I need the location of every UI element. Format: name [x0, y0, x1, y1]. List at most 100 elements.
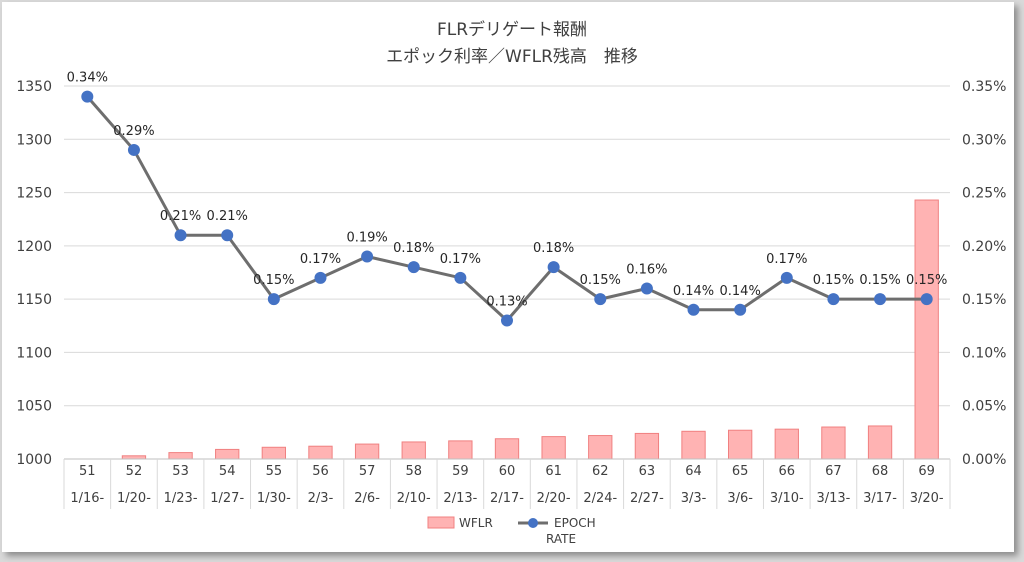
date-label: 1/27-: [210, 491, 244, 506]
category-label: 58: [405, 464, 422, 479]
wflr-bar: [168, 452, 193, 460]
date-label: 2/27-: [630, 491, 664, 506]
epoch-rate-point: [361, 250, 374, 263]
right-axis-tick-label: 0.35%: [962, 79, 1006, 95]
wflr-bar: [308, 445, 333, 460]
chart-title-line-1: FLRデリゲート報酬: [437, 19, 587, 40]
epoch-rate-data-label: 0.16%: [626, 262, 667, 277]
category-label: 56: [312, 464, 329, 479]
chart-svg: FLRデリゲート報酬 エポック利率／WFLR残高 推移 1000 1050 1100…: [16, 19, 1006, 546]
right-axis-tick-label: 0.15%: [962, 292, 1006, 308]
date-label: 3/20-: [910, 491, 944, 506]
right-axis-tick-label: 0.00%: [962, 452, 1006, 468]
epoch-rate-data-label: 0.29%: [113, 124, 154, 139]
left-axis-tick-label: 1050: [16, 399, 52, 415]
date-label: 2/13-: [443, 491, 477, 506]
epoch-rate-data-label: 0.34%: [67, 71, 108, 86]
epoch-rate-data-label: 0.14%: [720, 284, 761, 299]
wflr-bar: [448, 440, 473, 460]
epoch-rate-point: [874, 293, 887, 306]
right-axis-tick-label: 0.20%: [962, 239, 1006, 255]
left-axis-tick-label: 1000: [16, 452, 52, 468]
date-label: 3/3-: [681, 491, 707, 506]
left-axis-tick-label: 1350: [16, 79, 52, 95]
left-axis-tick-label: 1100: [16, 345, 52, 361]
category-label: 64: [685, 464, 702, 479]
epoch-rate-point: [734, 303, 747, 316]
epoch-rate-data-label: 0.21%: [160, 209, 201, 224]
wflr-bar: [354, 443, 380, 460]
category-label: 65: [732, 464, 749, 479]
category-label: 57: [359, 464, 376, 479]
wflr-bar: [634, 432, 660, 460]
epoch-rate-data-label: 0.14%: [673, 284, 714, 299]
right-axis-tick-label: 0.25%: [962, 186, 1006, 202]
category-label: 59: [452, 464, 469, 479]
gridlines: [64, 85, 950, 460]
category-label: 67: [825, 464, 842, 479]
wflr-bar: [588, 435, 613, 460]
left-axis-tick-label: 1150: [16, 292, 52, 308]
epoch-rate-data-label: 0.17%: [440, 252, 481, 267]
wflr-bar: [914, 199, 939, 460]
wflr-bar: [401, 441, 426, 460]
left-axis-tick-label: 1200: [16, 239, 52, 255]
category-label: 51: [79, 464, 96, 479]
category-label: 68: [872, 464, 889, 479]
category-label: 55: [266, 464, 283, 479]
wflr-bar: [867, 425, 893, 460]
date-label: 3/10-: [770, 491, 804, 506]
epoch-rate-point: [501, 314, 513, 327]
wflr-bar: [261, 446, 286, 460]
date-label: 2/24-: [583, 491, 617, 506]
date-label: 2/6-: [354, 491, 380, 506]
wflr-bar: [681, 430, 706, 460]
epoch-rate-data-label: 0.19%: [346, 231, 387, 246]
epoch-rate-point: [407, 261, 420, 274]
epoch-rate-point: [594, 293, 607, 306]
epoch-rate-point: [314, 271, 327, 284]
category-label: 54: [219, 464, 236, 479]
category-label: 62: [592, 464, 609, 479]
legend: WFLR EPOCH RATE: [427, 516, 596, 546]
epoch-rate-point: [640, 282, 653, 295]
wflr-bar: [541, 436, 566, 460]
epoch-rate-data-label: 0.18%: [533, 241, 574, 256]
epoch-rate-point: [267, 293, 280, 306]
wflr-bar: [494, 438, 520, 460]
date-label: 3/13-: [816, 491, 850, 506]
date-label: 1/30-: [257, 491, 291, 506]
category-label: 61: [545, 464, 562, 479]
date-label: 2/20-: [537, 491, 571, 506]
epoch-rate-data-label: 0.13%: [486, 294, 527, 309]
legend-epoch-marker: [528, 518, 538, 528]
legend-wflr-swatch: [427, 516, 455, 529]
date-label: 2/3-: [308, 491, 334, 506]
category-label: 52: [126, 464, 143, 479]
category-label: 63: [639, 464, 656, 479]
epoch-rate-data-label: 0.17%: [766, 252, 807, 267]
category-label: 60: [499, 464, 516, 479]
epoch-rate-data-label: 0.21%: [207, 209, 248, 224]
epoch-rate-data-label: 0.18%: [393, 241, 434, 256]
date-label: 3/6-: [727, 491, 753, 506]
date-label: 1/16-: [70, 491, 104, 506]
wflr-bar: [215, 448, 240, 460]
date-label: 2/17-: [490, 491, 524, 506]
epoch-rate-point: [81, 90, 94, 103]
category-label: 66: [779, 464, 796, 479]
date-label: 2/10-: [397, 491, 431, 506]
epoch-rate-data-label: 0.15%: [859, 273, 900, 288]
category-label: 69: [918, 464, 935, 479]
epoch-rate-point: [174, 229, 187, 242]
epoch-rate-point: [454, 271, 467, 284]
epoch-rate-point: [920, 293, 933, 306]
wflr-bar: [821, 426, 846, 460]
right-axis-tick-label: 0.05%: [962, 399, 1006, 415]
epoch-rate-point: [127, 143, 140, 156]
left-axis-tick-label: 1250: [16, 186, 52, 202]
right-axis-tick-label: 0.10%: [962, 345, 1006, 361]
epoch-rate-data-label: 0.15%: [580, 273, 621, 288]
epoch-rate-point: [687, 303, 700, 316]
date-label: 1/23-: [164, 491, 198, 506]
